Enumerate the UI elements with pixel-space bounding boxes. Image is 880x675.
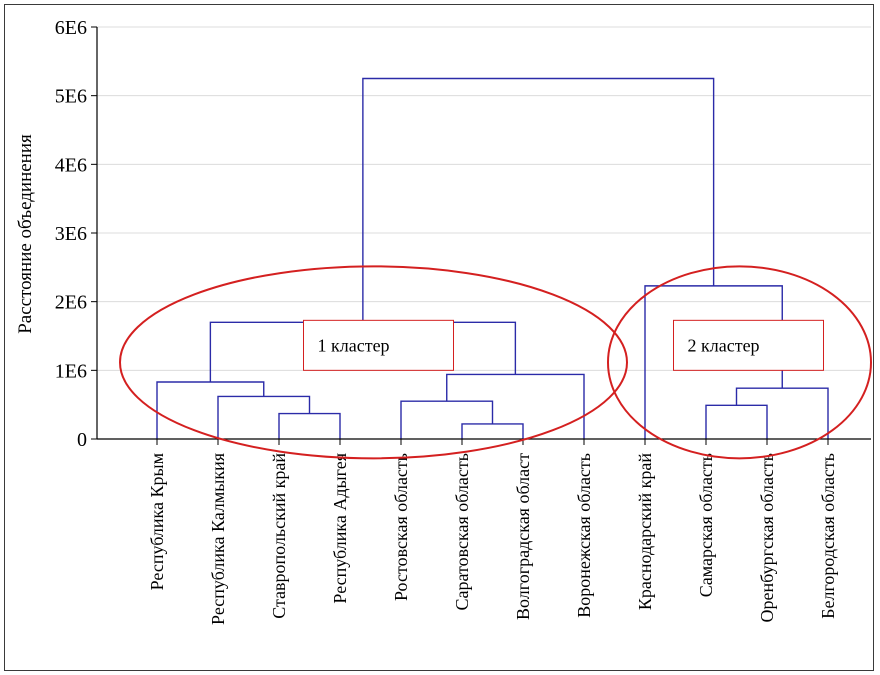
y-tick-label: 4E6 [55, 154, 87, 176]
y-tick-label: 3E6 [55, 223, 87, 245]
leaf-label: Белгородская область [818, 453, 838, 619]
leaf-label: Оренбургская область [757, 453, 777, 622]
cluster-label-box [303, 319, 454, 371]
leaf-label: Республика Адыгея [330, 453, 350, 604]
dendrogram-link [362, 77, 715, 323]
dendrogram-link [217, 395, 311, 439]
dendrogram-link [156, 381, 265, 439]
leaf-label: Республика Калмыкия [208, 453, 228, 625]
dendrogram-link [446, 373, 585, 439]
cluster-label-box [673, 319, 824, 371]
dendrogram-links [156, 77, 829, 439]
y-axis-label: Расстояние объединения [15, 134, 36, 334]
cluster-label: 2 кластер [688, 335, 760, 355]
cluster-label: 1 кластер [318, 335, 390, 355]
y-tick-label: 6E6 [55, 17, 87, 39]
y-tick-label: 0 [77, 429, 87, 451]
cluster-ellipse [607, 265, 872, 460]
dendrogram-link [735, 387, 829, 439]
leaf-label: Ставропольский край [269, 453, 289, 619]
dendrogram-link [400, 400, 494, 439]
axes [91, 26, 871, 445]
chart-frame: 0 1E6 2E6 3E6 4E6 5E6 6E6 Республика Крым Респу… [4, 4, 874, 671]
y-tick-label: 2E6 [55, 292, 87, 314]
y-tick-label: 1E6 [55, 360, 87, 382]
leaf-label: Волгоградская област [513, 453, 533, 620]
leaf-label: Воронежская область [574, 453, 594, 618]
y-tick-label: 5E6 [55, 86, 87, 108]
leaf-label: Саратовская область [452, 453, 472, 611]
y-tick-labels: 0 1E6 2E6 3E6 4E6 5E6 6E6 [55, 17, 87, 451]
cluster-ellipse [119, 265, 628, 460]
leaf-label: Ростовская область [391, 453, 411, 601]
leaf-label: Самарская область [696, 453, 716, 597]
leaf-labels: Республика Крым Республика Калмыкия Ставро… [147, 453, 838, 625]
leaf-label: Республика Крым [147, 453, 167, 590]
leaf-label: Краснодарский край [635, 453, 655, 610]
dendrogram-link [278, 412, 341, 439]
dendrogram-link [705, 404, 768, 439]
cluster-annotations: 1 кластер 2 кластер [119, 265, 872, 460]
dendrogram-link [461, 423, 524, 439]
